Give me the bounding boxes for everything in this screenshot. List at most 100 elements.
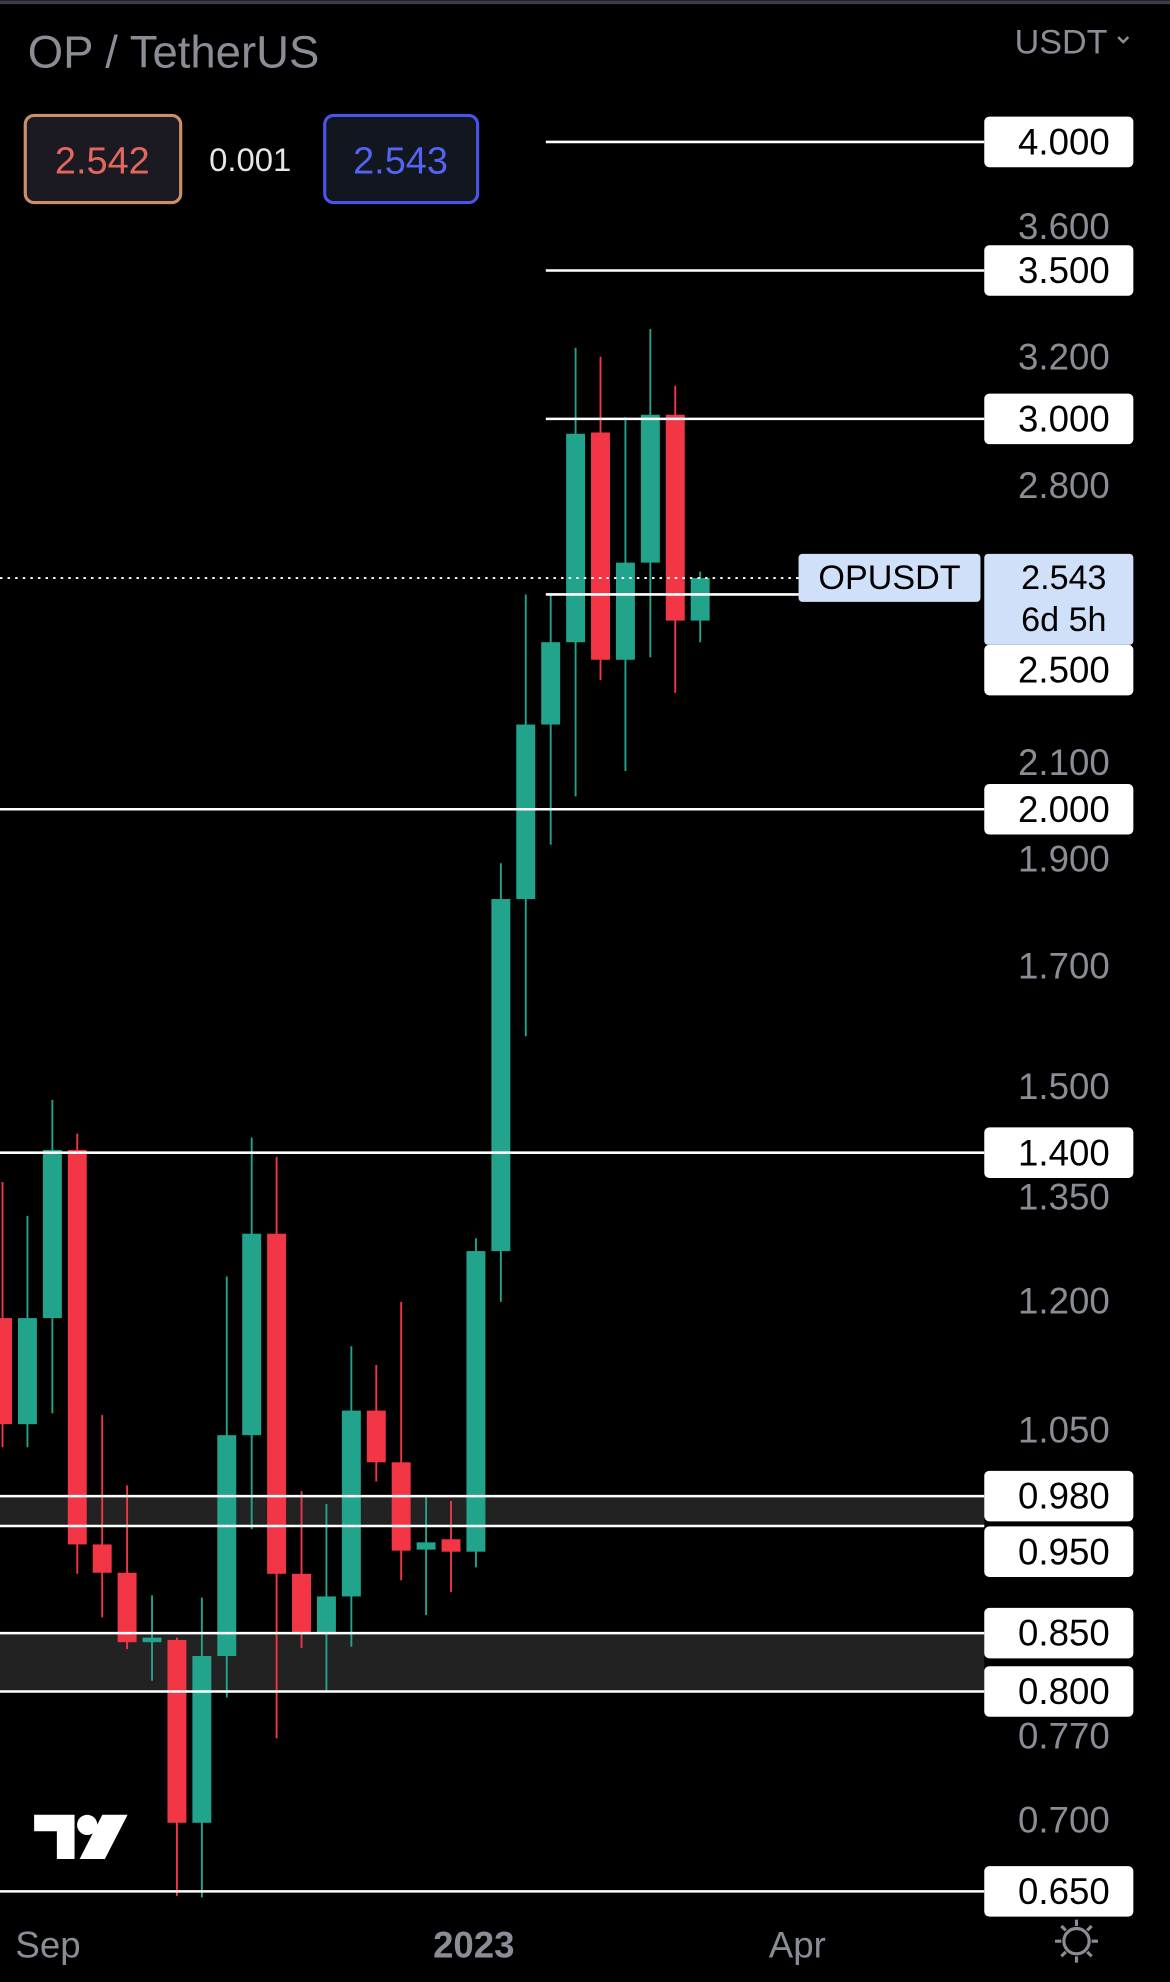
candle <box>67 1133 87 1574</box>
candle <box>591 356 610 681</box>
candle-body <box>491 899 511 1252</box>
candle-body <box>566 433 586 643</box>
bid-button[interactable]: 2.542 <box>23 113 183 205</box>
candle <box>391 1301 411 1581</box>
price-tag-symbol: OPUSDT <box>818 559 960 597</box>
zones <box>0 1496 985 1692</box>
level-label-box[interactable] <box>984 116 1134 168</box>
currency-selector[interactable]: USDT <box>1015 23 1108 61</box>
candle-body <box>192 1656 212 1823</box>
gear-icon[interactable] <box>1055 1919 1098 1963</box>
y-tick-label: 3.600 <box>1018 206 1110 247</box>
level-label: 0.800 <box>1018 1671 1110 1712</box>
y-tick-label: 1.050 <box>1018 1409 1110 1450</box>
tradingview-logo[interactable] <box>34 1814 128 1860</box>
candle <box>242 1137 262 1530</box>
candle-body <box>366 1410 386 1463</box>
level-label-box[interactable] <box>984 1607 1134 1659</box>
candle-body <box>541 642 561 725</box>
price-tag[interactable]: OPUSDT 2.543 6d 5h <box>798 553 1134 645</box>
candle-body <box>665 414 685 621</box>
level-label-box[interactable] <box>984 1666 1134 1717</box>
chevron-down-icon[interactable] <box>1117 36 1130 44</box>
candle <box>541 594 561 845</box>
candle <box>292 1491 311 1648</box>
candle-body <box>516 724 536 900</box>
candle-body <box>117 1572 137 1643</box>
candle <box>416 1495 436 1616</box>
y-tick-label: 3.200 <box>1018 336 1110 377</box>
y-tick-label: 1.350 <box>1018 1177 1110 1218</box>
candles <box>0 328 710 1898</box>
candle-body <box>267 1233 287 1574</box>
candle-body <box>142 1637 162 1643</box>
level-label: 2.000 <box>1018 789 1110 830</box>
y-tick-label: 1.900 <box>1018 838 1110 879</box>
symbol-title[interactable]: OP / TetherUS <box>28 26 319 77</box>
x-tick-label: Sep <box>15 1925 80 1966</box>
candle <box>441 1501 461 1593</box>
level-label-box[interactable] <box>984 1127 1134 1178</box>
candle-body <box>217 1435 237 1657</box>
candle <box>217 1276 237 1698</box>
support-zone <box>0 1633 985 1692</box>
candle <box>17 1215 37 1448</box>
candle <box>665 385 685 693</box>
candle-body <box>316 1596 336 1635</box>
y-axis: 3.600 3.200 2.800 2.100 1.900 1.700 1.500 1.350… <box>1018 206 1110 1841</box>
level-label-box[interactable] <box>984 1866 1134 1917</box>
candle-body <box>67 1149 87 1545</box>
candle <box>516 594 536 1037</box>
level-label-box[interactable] <box>984 393 1134 445</box>
candle <box>0 1182 13 1448</box>
candle <box>92 1415 112 1618</box>
level-label-box[interactable] <box>984 1526 1134 1577</box>
candle <box>267 1156 287 1739</box>
bid-price: 2.542 <box>55 141 150 183</box>
candle-body <box>92 1544 112 1573</box>
candle-body <box>466 1251 486 1552</box>
price-tag-countdown: 6d 5h <box>1021 601 1106 639</box>
candle-body <box>341 1410 361 1597</box>
candle <box>167 1637 187 1896</box>
level-label: 3.500 <box>1018 250 1110 291</box>
candle <box>690 571 710 643</box>
candle-body <box>167 1639 187 1823</box>
candle-body <box>0 1318 13 1425</box>
spread-value: 0.001 <box>209 141 291 178</box>
y-tick-label: 2.100 <box>1018 742 1110 783</box>
level-label: 0.650 <box>1018 1871 1110 1912</box>
level-label: 1.400 <box>1018 1132 1110 1173</box>
y-tick-label: 1.200 <box>1018 1281 1110 1322</box>
candle <box>466 1238 486 1568</box>
candle <box>366 1364 386 1482</box>
y-tick-label: 1.500 <box>1018 1066 1110 1107</box>
level-label-box[interactable] <box>984 644 1134 696</box>
level-label-box[interactable] <box>984 784 1134 835</box>
level-label: 0.980 <box>1018 1476 1110 1517</box>
candle-body <box>640 414 660 563</box>
support-zone <box>0 1496 985 1527</box>
price-tag-price: 2.543 <box>1021 559 1106 597</box>
y-tick-label: 0.770 <box>1018 1715 1110 1756</box>
level-label: 2.500 <box>1018 650 1110 691</box>
candle <box>640 328 660 658</box>
candle-body <box>242 1233 262 1436</box>
candle <box>192 1597 212 1898</box>
candle <box>117 1485 137 1650</box>
candle-body <box>441 1539 461 1552</box>
level-label-box[interactable] <box>984 1470 1134 1522</box>
level-label-box[interactable] <box>984 245 1134 296</box>
level-label: 0.850 <box>1018 1613 1110 1654</box>
level-label: 3.000 <box>1018 399 1110 440</box>
x-tick-label: 2023 <box>433 1925 514 1966</box>
y-tick-label: 2.800 <box>1018 465 1110 506</box>
ask-button[interactable]: 2.543 <box>323 113 480 205</box>
candle-body <box>690 578 710 621</box>
y-tick-label: 1.700 <box>1018 945 1110 986</box>
top-border <box>0 0 1170 5</box>
candle-body <box>615 562 635 660</box>
levels[interactable]: 4.000 3.500 3.000 2.500 2.000 1.400 0.980 0.950… <box>0 116 1134 1917</box>
candle-body <box>42 1149 62 1319</box>
